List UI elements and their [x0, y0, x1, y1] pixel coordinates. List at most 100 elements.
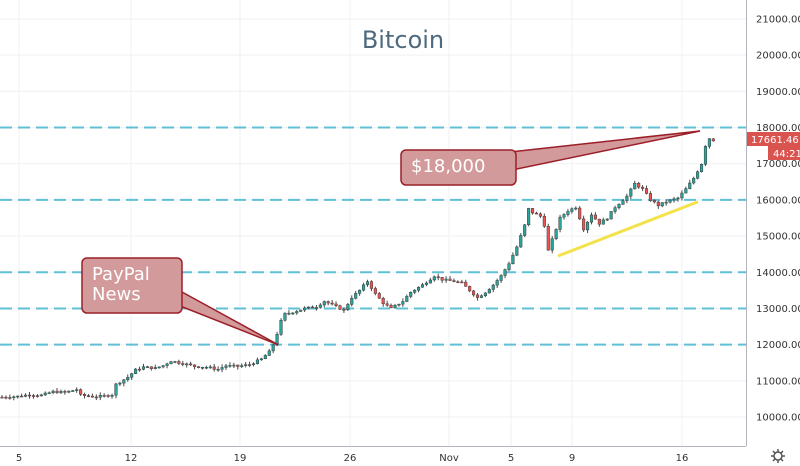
candle-body — [299, 309, 303, 312]
candle-body — [660, 202, 664, 207]
candle-body — [236, 364, 240, 367]
candle-body — [707, 138, 711, 147]
price-tick-label: 10000.00 — [756, 413, 800, 424]
price-tick-label: 11000.00 — [756, 376, 800, 387]
candle-body — [554, 229, 558, 239]
candle-body — [4, 396, 8, 399]
candle-body — [534, 212, 539, 215]
candle-body — [401, 301, 405, 305]
candle-body — [216, 368, 220, 371]
candle-body — [75, 389, 79, 391]
candle-body — [271, 344, 275, 352]
candle-body — [287, 312, 291, 315]
candle-body — [475, 294, 480, 298]
candle-body — [200, 367, 204, 369]
candle-body — [310, 306, 315, 309]
candle-body — [613, 207, 617, 212]
candle-body — [393, 304, 397, 308]
candle-body — [448, 278, 452, 281]
candle-body — [67, 390, 71, 393]
candle-body — [126, 377, 130, 380]
candle-body — [542, 215, 546, 227]
candle-body — [531, 208, 535, 214]
candle-body — [251, 363, 256, 365]
candle-body — [35, 395, 39, 397]
chart-title: Bitcoin — [362, 26, 444, 54]
candle-body — [582, 218, 586, 231]
time-tick-label: 12 — [125, 453, 138, 464]
candle-body — [483, 292, 487, 297]
candle-body — [86, 395, 91, 397]
candle-body — [71, 390, 75, 392]
candle-body — [169, 361, 173, 365]
price-tick-label: 17000.00 — [756, 159, 800, 170]
candle-body — [432, 276, 436, 281]
callout-box — [81, 257, 183, 314]
candle-body — [637, 183, 641, 188]
callout-text: PayPal — [92, 264, 150, 285]
candle-body — [444, 278, 448, 281]
candle-body — [47, 392, 51, 395]
candle-body — [601, 219, 605, 225]
price-tick-label: 12000.00 — [756, 340, 800, 351]
candle-body — [306, 306, 311, 309]
candle-body — [267, 350, 271, 356]
candle-body — [593, 214, 597, 220]
candle-body — [16, 395, 20, 398]
price-axis: 10000.00 11000.00 12000.00 13000.00 14000.00… — [746, 0, 800, 446]
candle-body — [546, 226, 550, 251]
settings-gear-icon[interactable] — [771, 449, 785, 463]
candle-body — [629, 188, 633, 197]
candle-body — [468, 286, 472, 292]
candle-body — [680, 192, 684, 199]
candle-body — [527, 208, 531, 225]
candle-body — [318, 304, 322, 308]
candle-body — [173, 361, 177, 363]
candle-body — [94, 396, 98, 399]
last-price-badge — [747, 132, 800, 146]
candle-body — [692, 178, 696, 184]
candle-body — [405, 296, 409, 302]
candle-body — [244, 364, 248, 366]
candlesticks — [0, 138, 715, 401]
candle-body — [322, 301, 326, 306]
candle-body — [495, 280, 499, 286]
candle-body — [574, 207, 578, 210]
candle-body — [106, 395, 110, 397]
candle-body — [134, 368, 138, 374]
candle-body — [625, 195, 629, 202]
candle-body — [515, 246, 519, 256]
candle-body — [605, 218, 609, 221]
candle-body — [295, 311, 299, 314]
candle-body — [114, 383, 118, 396]
candle-body — [586, 221, 590, 231]
candle-body — [145, 366, 149, 368]
callout-text: News — [92, 284, 141, 305]
candle-body — [283, 312, 287, 321]
candle-body — [550, 238, 554, 251]
candle-body — [338, 305, 342, 310]
candle-body — [220, 367, 224, 370]
candle-body — [511, 254, 515, 265]
candle-body — [350, 298, 354, 305]
callout-box — [400, 149, 517, 186]
candle-body — [385, 303, 389, 306]
candle-body — [208, 366, 212, 369]
price-tick-label: 20000.00 — [756, 51, 800, 62]
candle-body — [291, 312, 295, 315]
trendline-group — [557, 200, 699, 258]
candle-body — [326, 301, 330, 304]
candle-body — [181, 363, 185, 365]
candle-body — [228, 364, 232, 367]
candle-body — [177, 361, 181, 364]
candle-body — [397, 303, 401, 306]
candle-body — [122, 379, 126, 384]
price-tick-label: 15000.00 — [756, 232, 800, 243]
candle-body — [232, 364, 236, 367]
candle-body — [98, 395, 102, 398]
candle-body — [39, 394, 43, 397]
candle-body — [362, 284, 366, 291]
candle-body — [589, 214, 594, 223]
candle-body — [472, 290, 476, 296]
callout-pointer — [168, 291, 279, 346]
